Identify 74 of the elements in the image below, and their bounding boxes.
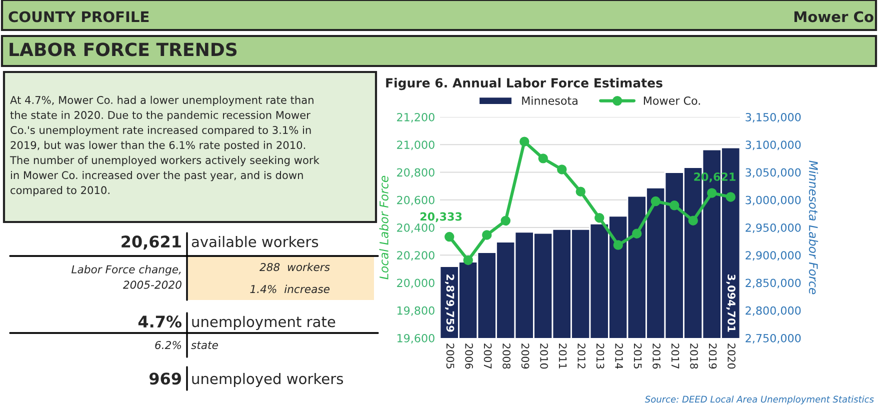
x-tick-label: 2010 [540,344,548,369]
point [520,136,530,146]
x-tick-label: 2015 [634,344,642,368]
text: 20,621 [122,236,181,250]
x-tick-label: 2013 [596,344,604,369]
y2-tick-label: 2,950,000 [746,223,801,234]
point [707,188,717,198]
y-tick-label: 19,800 [397,306,434,316]
point [688,216,698,226]
source-note: Source: DEED Local Area Unemployment Statistics [644,396,874,404]
text: unemployment rate [192,316,336,330]
y-tick-label: 20,600 [397,196,434,206]
point [500,216,510,226]
text: state [191,341,218,350]
x-tick-label: 2007 [484,344,492,368]
data-label: 2,879,759 [445,274,454,332]
point [613,240,623,250]
point [576,186,586,196]
y-tick-label: 21,200 [397,112,434,123]
x-tick-label: 2011 [558,344,567,368]
point [557,164,567,174]
point [632,228,642,238]
y-tick-label: 21,000 [397,140,434,150]
point [444,232,454,242]
x-tick-label: 2017 [671,344,680,368]
chart-title: Figure 6. Annual Labor Force Estimates [386,78,662,90]
y-tick-label: 20,800 [397,168,434,178]
text: Labor Force change, 2005-2020 [72,265,182,289]
y2-tick-label: 3,100,000 [746,140,801,150]
y-tick-label: 20,000 [397,278,434,288]
point [650,196,660,206]
y2-tick-label: 3,000,000 [746,196,801,206]
y2-tick-label: 2,900,000 [746,251,801,261]
point [670,200,680,210]
y-tick-label: 19,600 [397,334,434,344]
point [463,255,473,266]
x-tick-label: 2016 [652,344,660,369]
y2-axis-title: Minnesota Labor Force [808,160,818,294]
text: 4.7% [138,316,182,328]
x-tick-label: 2006 [465,344,473,369]
y-tick-label: 20,200 [397,251,434,261]
text: unemployed workers [192,372,344,388]
text: LABOR FORCE TRENDS [10,42,237,56]
y2-tick-label: 3,050,000 [746,168,801,178]
data-label: 20,333 [420,212,462,222]
legend-label: Minnesota [522,96,578,105]
x-tick-label: 2014 [615,344,623,369]
x-tick-label: 2005 [446,344,454,368]
text: 1.4% increase [250,284,330,294]
point [538,154,548,164]
y2-tick-label: 2,750,000 [746,334,801,344]
y-tick-label: 20,400 [397,223,434,234]
legend-label: Mower Co. [644,96,700,105]
x-tick-label: 2019 [708,344,717,369]
point [726,192,736,202]
text: COUNTY PROFILE [8,11,149,22]
y2-tick-label: 2,850,000 [746,278,801,288]
text: available workers [192,236,318,248]
text: At 4.7%, Mower Co. had a lower unemployment rate than the state in 2020. Due to the pandemic recession Mower Co.'s unemployment rate increased compared to 3.1% in 2019, but was lower than the 6.1% rate posted in 2010. The number of unemployed workers actively seeking work in Mower Co. increased over the past year, and is down compared to 2010. [10,96,320,196]
y2-tick-label: 2,800,000 [746,306,801,316]
text: Mower Co [794,11,874,22]
y-axis-title: Local Labor Force [379,176,388,280]
point [594,212,604,223]
x-tick-label: 2018 [690,344,698,369]
point [482,230,492,240]
text: 6.2% [155,340,182,350]
data-label: 3,094,701 [726,274,736,332]
x-tick-label: 2009 [521,344,530,369]
x-tick-label: 2008 [502,344,510,369]
text: 969 [149,372,181,385]
x-tick-label: 2020 [728,344,736,369]
x-tick-label: 2012 [578,344,586,368]
text: 288 workers [260,262,330,272]
y2-tick-label: 3,150,000 [746,112,801,123]
